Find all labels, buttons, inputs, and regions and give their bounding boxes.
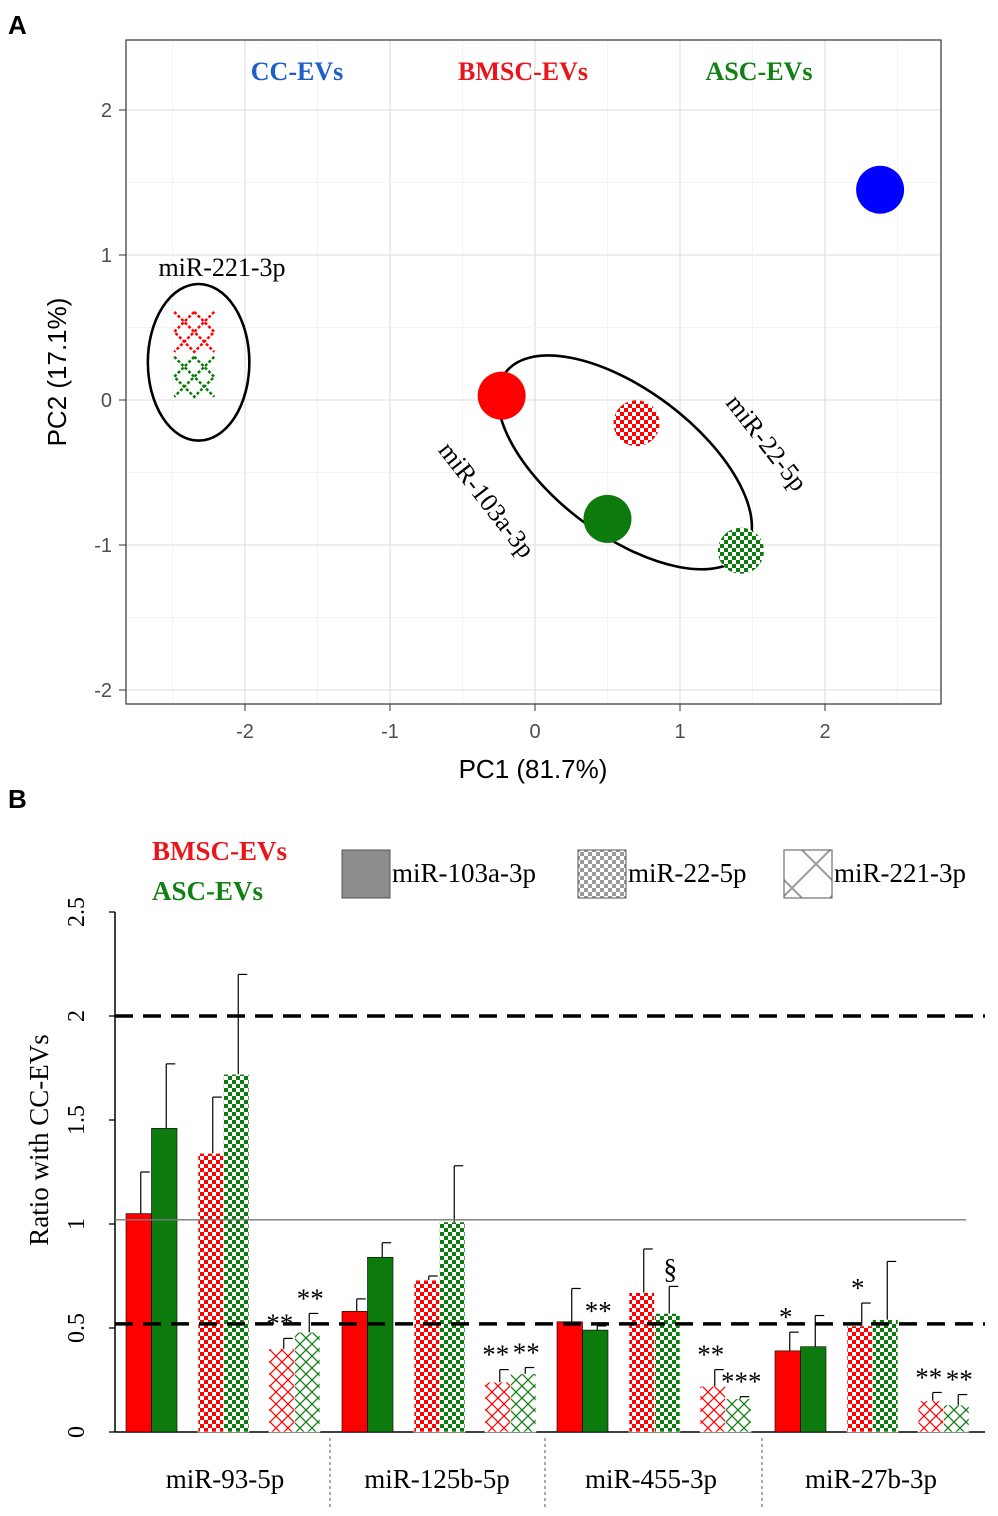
pca-point [172, 355, 217, 399]
significance-marker: * [851, 1273, 865, 1303]
bar-title-asc-evs: ASC-EVs [152, 876, 263, 906]
panel-a-label: A [8, 10, 27, 40]
pca-x-tick-label: 1 [674, 721, 685, 743]
panel-b-label: B [8, 784, 27, 814]
bar [800, 1346, 827, 1433]
bar-y-tick-label: 2 [64, 1010, 90, 1022]
pca-point [477, 371, 526, 420]
bar-axes: 0 0.5 1 1.5 2 2.5 [64, 897, 985, 1438]
pca-point [172, 310, 217, 354]
significance-marker: ** [697, 1340, 724, 1370]
bar-y-axis-label: Ratio with CC-EVs [24, 1034, 54, 1246]
pca-point [717, 527, 764, 574]
bar [484, 1381, 511, 1433]
pca-point [583, 494, 632, 543]
pca-title-bmsc-evs: BMSC-EVs [458, 57, 588, 86]
bar [628, 1292, 655, 1433]
pca-axis-ticks: -2 -1 0 1 2 -2 -1 0 1 2 [94, 100, 830, 743]
pca-x-axis-label: PC1 (81.7%) [459, 754, 608, 784]
bar [294, 1331, 321, 1433]
bar [151, 1128, 178, 1433]
pca-x-tick-label: -1 [381, 721, 399, 743]
bar [943, 1404, 970, 1433]
bar [223, 1073, 250, 1433]
category-label: miR-125b-5p [364, 1464, 510, 1494]
bar [774, 1350, 801, 1433]
significance-marker: ** [946, 1365, 973, 1395]
bar [917, 1400, 944, 1433]
pca-y-tick-label: -1 [94, 535, 112, 557]
pca-y-axis-label: PC2 (17.1%) [42, 298, 72, 447]
bar [439, 1221, 466, 1433]
bar-reference-lines [115, 1014, 985, 1326]
bar-y-tick-label: 1 [64, 1218, 90, 1230]
significance-marker: ** [482, 1340, 509, 1370]
cluster-label-mir-221: miR-221-3p [158, 253, 285, 282]
significance-marker: § [663, 1254, 677, 1285]
bar-y-tick-label: 1.5 [64, 1105, 90, 1135]
pca-plot-background [126, 40, 941, 704]
bar-y-tick-label: 2.5 [64, 897, 90, 927]
pca-points [172, 165, 905, 574]
category-label: miR-27b-3p [805, 1464, 937, 1494]
bar [654, 1313, 681, 1433]
bar [725, 1398, 752, 1433]
bar [197, 1152, 224, 1433]
legend-label-mir-221: miR-221-3p [834, 858, 966, 888]
pca-grid [126, 40, 941, 704]
significance-marker: ** [915, 1362, 942, 1392]
bar [556, 1321, 583, 1433]
pca-y-tick-label: 2 [101, 100, 112, 122]
bar [341, 1311, 368, 1433]
pca-title-cc-evs: CC-EVs [251, 57, 343, 86]
significance-marker: *** [721, 1367, 762, 1397]
pca-x-tick-label: -2 [236, 721, 254, 743]
category-label: miR-455-3p [585, 1464, 717, 1494]
bar-legend: miR-103a-3p miR-22-5p miR-221-3p [341, 849, 966, 899]
pca-x-tick-label: 2 [819, 721, 830, 743]
pca-plot-border [125, 39, 942, 705]
bar-y-tick-label: 0.5 [64, 1313, 90, 1343]
pca-y-tick-label: 0 [101, 390, 112, 412]
significance-marker: ** [297, 1283, 324, 1313]
pca-point [613, 400, 660, 447]
significance-marker: ** [513, 1338, 540, 1368]
cluster-ellipse [146, 282, 251, 442]
pca-y-tick-label: 1 [101, 245, 112, 267]
pca-point [856, 165, 905, 214]
bar [367, 1256, 394, 1433]
bar [582, 1329, 609, 1433]
bar [846, 1325, 873, 1433]
bar [413, 1279, 440, 1433]
legend-swatch-cross [783, 849, 833, 899]
legend-label-mir-22: miR-22-5p [628, 858, 747, 888]
category-label: miR-93-5p [166, 1464, 285, 1494]
category-dividers [329, 1438, 763, 1510]
legend-swatch-checker [577, 849, 627, 899]
bar [268, 1348, 295, 1433]
significance-marker: ** [585, 1296, 612, 1326]
bar [510, 1373, 537, 1433]
bar-title-bmsc-evs: BMSC-EVs [152, 836, 287, 866]
bar-category-labels: miR-93-5p miR-125b-5p miR-455-3p miR-27b… [166, 1464, 937, 1494]
legend-swatch-solid [341, 849, 391, 899]
pca-x-tick-label: 0 [529, 721, 540, 743]
legend-label-mir-103a: miR-103a-3p [392, 858, 536, 888]
pca-title-asc-evs: ASC-EVs [706, 57, 813, 86]
pca-y-tick-label: -2 [94, 680, 112, 702]
bar [872, 1319, 899, 1433]
significance-marker: * [779, 1302, 793, 1332]
bar-y-tick-label: 0 [64, 1426, 90, 1438]
bar-series: ****** ****§********* ** [125, 973, 973, 1433]
